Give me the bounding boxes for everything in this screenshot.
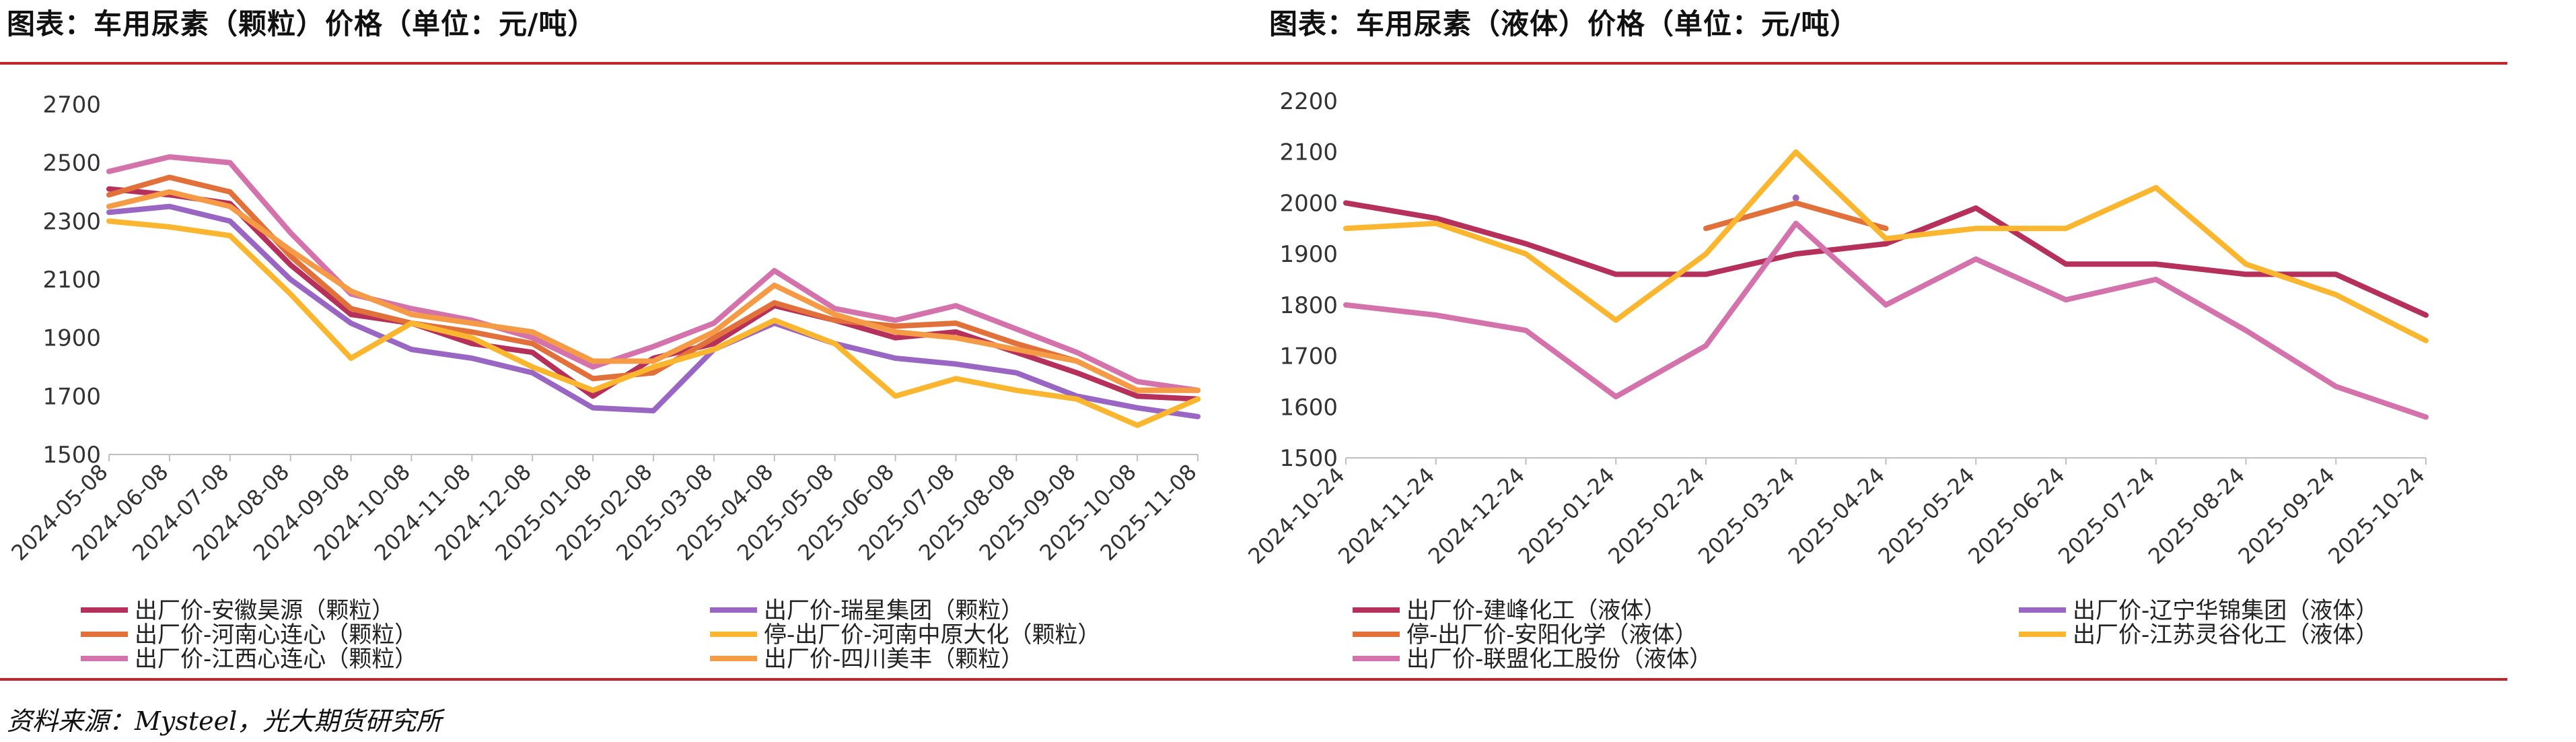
series-path xyxy=(1343,149,2429,343)
series-path xyxy=(106,189,1201,393)
legend-label: 出厂价-江苏灵谷化工（液体） xyxy=(2073,621,2378,648)
series-path xyxy=(1343,220,2429,420)
legend-label: 出厂价-安徽昊源（颗粒） xyxy=(135,597,394,624)
series-line xyxy=(1792,194,1799,201)
bottom-divider xyxy=(0,678,2507,681)
x-tick-label: 2025-02-24 xyxy=(1603,463,1709,569)
liquid-price-chart: 2200 2100 2000 1900 1800 1700 1600 15002024-10-… xyxy=(1243,88,2429,673)
legend-label: 出厂价-联盟化工股份（液体） xyxy=(1406,646,1712,673)
legend-label: 出厂价-河南心连心（颗粒） xyxy=(135,621,417,648)
series-path xyxy=(106,218,1201,428)
top-divider xyxy=(0,62,2507,65)
y-tick-label: 1700 xyxy=(1279,343,1338,370)
y-tick-label: 2200 xyxy=(1279,88,1338,115)
y-tick-label: 2000 xyxy=(1279,190,1338,217)
series-line xyxy=(1343,149,2429,343)
y-tick-label: 1500 xyxy=(1279,445,1338,472)
x-tick-label: 2025-09-24 xyxy=(2233,463,2340,569)
series-path xyxy=(106,154,1201,393)
x-tick-label: 2025-04-24 xyxy=(1783,463,1890,569)
x-tick-label: 2025-06-24 xyxy=(1963,463,2069,569)
series-line xyxy=(106,154,1201,393)
y-tick-label: 2100 xyxy=(42,267,101,294)
chart-title-liquid: 图表：车用尿素（液体）价格（单位：元/吨） xyxy=(1269,7,1859,40)
y-tick-label: 2100 xyxy=(1279,139,1338,166)
x-tick-label: 2025-08-24 xyxy=(2143,463,2250,569)
x-tick-label: 2025-03-24 xyxy=(1693,463,1799,569)
y-tick-label: 1700 xyxy=(42,383,101,410)
source-note: 资料来源：Mysteel，光大期货研究所 xyxy=(7,706,442,736)
series-line xyxy=(106,218,1201,428)
legend-label: 出厂价-四川美丰（颗粒） xyxy=(764,646,1024,673)
y-tick-label: 2500 xyxy=(42,150,101,177)
x-tick-label: 2024-12-24 xyxy=(1423,463,1530,569)
legend-label: 出厂价-辽宁华锦集团（液体） xyxy=(2073,597,2378,624)
x-tick-label: 2025-05-24 xyxy=(1873,463,1980,569)
series-line xyxy=(1343,220,2429,420)
chart-title-granular: 图表：车用尿素（颗粒）价格（单位：元/吨） xyxy=(7,7,597,40)
series-line xyxy=(106,203,1201,419)
series-path xyxy=(106,203,1201,419)
legend-label: 停-出厂价-河南中原大化（颗粒） xyxy=(764,621,1101,648)
x-tick-label: 2024-10-24 xyxy=(1243,463,1349,569)
y-tick-label: 1800 xyxy=(1279,292,1338,319)
x-tick-label: 2025-10-24 xyxy=(2323,463,2429,569)
series-line xyxy=(106,174,1201,393)
y-tick-label: 1600 xyxy=(1279,394,1338,421)
series-line xyxy=(106,189,1201,393)
x-tick-label: 2025-01-24 xyxy=(1513,463,1620,569)
series-line xyxy=(1343,200,2429,318)
series-path xyxy=(106,174,1201,393)
granular-price-chart: 27002500230021001900170015002024-05-0820… xyxy=(6,92,1201,673)
y-tick-label: 1900 xyxy=(1279,241,1338,268)
legend-label: 停-出厂价-安阳化学（液体） xyxy=(1406,621,1698,648)
x-tick-label: 2025-07-24 xyxy=(2053,463,2159,569)
data-point xyxy=(1792,194,1799,201)
series-path xyxy=(1343,200,2429,318)
legend-label: 出厂价-江西心连心（颗粒） xyxy=(135,646,417,673)
x-tick-label: 2024-11-24 xyxy=(1333,463,1439,569)
y-tick-label: 2300 xyxy=(42,208,101,235)
legend-label: 出厂价-建峰化工（液体） xyxy=(1406,597,1666,624)
y-tick-label: 1500 xyxy=(42,442,101,469)
legend-label: 出厂价-瑞星集团（颗粒） xyxy=(764,597,1024,624)
y-tick-label: 2700 xyxy=(42,92,101,119)
y-tick-label: 1900 xyxy=(42,325,101,352)
